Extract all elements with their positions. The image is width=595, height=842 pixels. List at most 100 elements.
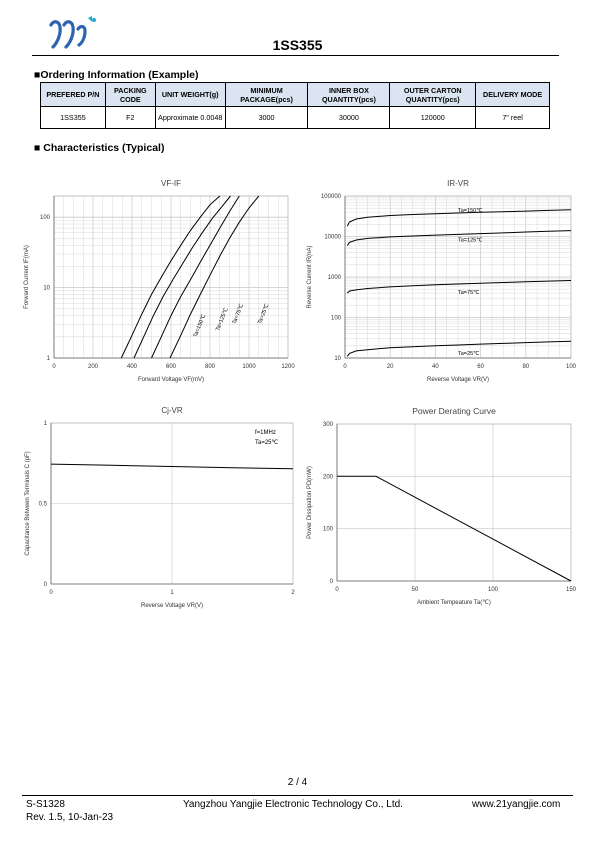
chart-power-derating: Power Derating Curve 0 50 100 150 0 100 200 300 A… xyxy=(300,398,580,613)
cell-outer-carton: 120000 xyxy=(389,106,477,129)
ir-vr-x-tick-label: 0 xyxy=(343,364,347,370)
cj-vr-y-axis-label: Capacitance Between Terminals C (pF) xyxy=(25,451,31,555)
chart-ir-vr-svg: IR-VR 0 20 40 60 80 100 10 100 1000 10000 100000 Rev… xyxy=(307,179,577,383)
chart-power-derating-svg: Power Derating Curve 0 50 100 150 0 100 200 300 A… xyxy=(307,406,577,606)
chart-cj-vr: Cj-VR 0 1 2 0 0.5 1 Reverse Voltage VR(V) Capaci… xyxy=(18,398,298,613)
ir-vr-y-axis-label: Reverse Current IR(nA) xyxy=(307,245,313,308)
cell-delivery-mode: 7" reel xyxy=(475,106,550,129)
cj-vr-annotation-0: f=1MHz xyxy=(255,430,276,436)
cell-unit-weight: Approximate 0.0048 xyxy=(154,106,226,129)
vf-if-title: VF-IF xyxy=(161,179,181,188)
power-derating-y-axis-label: Power Dissipation PD(mW) xyxy=(307,466,313,539)
characteristics-section-title: ■ Characteristics (Typical) xyxy=(34,142,165,154)
power-derating-y-tick-label: 300 xyxy=(323,422,334,428)
ir-vr-series-label-0: Ta=150℃ xyxy=(458,208,483,214)
chart-vf-if-svg: VF-IF 0 200 400 600 800 1000 1200 1 10 100 Forward … xyxy=(24,179,295,383)
ir-vr-series-label-2: Ta=75℃ xyxy=(458,290,480,296)
power-derating-y-tick-label: 200 xyxy=(323,474,334,480)
cj-vr-x-tick-label: 0 xyxy=(49,590,53,596)
ir-vr-y-tick-label: 10 xyxy=(334,356,341,362)
ordering-table: PREFERED P/N PACKING CODE UNIT WEIGHT(g)… xyxy=(40,82,550,129)
vf-if-y-tick-label: 1 xyxy=(47,356,51,362)
footer-divider xyxy=(22,795,573,796)
vf-if-x-tick-label: 200 xyxy=(88,364,99,370)
ir-vr-series-line-2 xyxy=(346,280,572,294)
cj-vr-x-tick-label: 1 xyxy=(170,590,174,596)
cell-min-package: 3000 xyxy=(224,106,309,129)
ordering-section-title: ■Ordering Information (Example) xyxy=(34,69,199,81)
ir-vr-y-tick-label: 10000 xyxy=(324,235,341,241)
cj-vr-annotation-1: Ta=25℃ xyxy=(255,440,279,446)
company-logo xyxy=(48,14,100,50)
vf-if-x-tick-label: 600 xyxy=(166,364,177,370)
ir-vr-series-line-0 xyxy=(346,209,572,227)
ir-vr-y-tick-label: 100000 xyxy=(321,194,342,200)
vf-if-x-tick-label: 1000 xyxy=(242,364,256,370)
cj-vr-y-tick-label: 1 xyxy=(44,421,48,427)
header-cell-delivery-mode: DELIVERY MODE xyxy=(475,82,550,107)
power-derating-x-tick-label: 150 xyxy=(566,587,577,593)
chart-vf-if: VF-IF 0 200 400 600 800 1000 1200 1 10 100 Forward … xyxy=(18,172,298,387)
ir-vr-x-axis-label: Reverse Voltage VR(V) xyxy=(427,377,489,383)
power-derating-title: Power Derating Curve xyxy=(412,406,496,416)
power-derating-series-line-0 xyxy=(337,475,572,582)
ir-vr-series-line-3 xyxy=(346,340,572,357)
cell-pn: 1SS355 xyxy=(40,106,106,129)
ir-vr-x-tick-label: 80 xyxy=(522,364,529,370)
header-cell-unit-weight: UNIT WEIGHT(g) xyxy=(154,82,226,107)
vf-if-y-tick-label: 100 xyxy=(40,215,51,221)
ir-vr-x-tick-label: 20 xyxy=(387,364,394,370)
power-derating-x-tick-label: 50 xyxy=(412,587,419,593)
power-derating-x-tick-label: 100 xyxy=(488,587,499,593)
vf-if-series-line-2 xyxy=(151,195,240,359)
table-header-row: PREFERED P/N PACKING CODE UNIT WEIGHT(g)… xyxy=(40,82,550,107)
vf-if-x-tick-label: 400 xyxy=(127,364,138,370)
vf-if-x-tick-label: 800 xyxy=(205,364,216,370)
cj-vr-x-axis-label: Reverse Voltage VR(V) xyxy=(141,603,203,609)
vf-if-series-line-0 xyxy=(120,195,221,359)
ir-vr-series-label-1: Ta=125℃ xyxy=(458,238,483,244)
ir-vr-x-tick-label: 40 xyxy=(432,364,439,370)
ir-vr-title: IR-VR xyxy=(447,179,469,188)
ir-vr-x-tick-label: 100 xyxy=(566,364,577,370)
cj-vr-y-tick-label: 0 xyxy=(44,582,48,588)
page-number: 2 / 4 xyxy=(287,777,308,788)
power-derating-x-axis-label: Ambient Tempeature Ta(℃) xyxy=(417,600,491,606)
cj-vr-y-tick-label: 0.5 xyxy=(39,502,48,508)
company-website[interactable]: www.21yangjie.com xyxy=(472,799,561,810)
company-name: Yangzhou Yangjie Electronic Technology C… xyxy=(183,799,403,810)
header-cell-min-package: MINIMUM PACKAGE(pcs) xyxy=(224,82,309,107)
power-derating-x-tick-label: 0 xyxy=(335,587,339,593)
page-title: 1SS355 xyxy=(272,37,323,53)
document-number: S-S1328 xyxy=(26,799,65,810)
vf-if-x-axis-label: Forward Voltage VF(mV) xyxy=(138,377,204,383)
vf-if-y-tick-label: 10 xyxy=(43,286,50,292)
vf-if-y-axis-label: Forward Current IF(mA) xyxy=(24,245,30,309)
vf-if-series-line-3 xyxy=(169,195,260,359)
cell-packing-code: F2 xyxy=(104,106,156,129)
revision-info: Rev. 1.5, 10-Jan-23 xyxy=(26,812,114,823)
cj-vr-title: Cj-VR xyxy=(161,406,183,415)
power-derating-y-tick-label: 0 xyxy=(330,579,334,585)
ir-vr-series-label-3: Ta=25℃ xyxy=(458,351,480,357)
power-derating-y-tick-label: 100 xyxy=(323,527,334,533)
header-cell-inner-box: INNER BOX QUANTITY(pcs) xyxy=(307,82,391,107)
table-row: 1SS355 F2 Approximate 0.0048 3000 30000 … xyxy=(40,106,550,129)
cell-inner-box: 30000 xyxy=(307,106,391,129)
cj-vr-series-line-0 xyxy=(50,463,294,470)
power-derating-plot-area xyxy=(336,423,572,582)
header-cell-packing-code: PACKING CODE xyxy=(104,82,156,107)
vf-if-x-tick-label: 1200 xyxy=(281,364,295,370)
header-cell-pn: PREFERED P/N xyxy=(40,82,106,107)
ir-vr-series-line-1 xyxy=(346,230,572,246)
chart-ir-vr: IR-VR 0 20 40 60 80 100 10 100 1000 10000 100000 Rev… xyxy=(300,172,580,387)
vf-if-series-line-1 xyxy=(133,195,231,359)
header-divider xyxy=(32,55,559,56)
vf-if-x-tick-label: 0 xyxy=(52,364,56,370)
ir-vr-y-tick-label: 1000 xyxy=(328,275,342,281)
chart-cj-vr-svg: Cj-VR 0 1 2 0 0.5 1 Reverse Voltage VR(V) Capaci… xyxy=(25,406,295,609)
cj-vr-x-tick-label: 2 xyxy=(291,590,295,596)
header-cell-outer-carton: OUTER CARTON QUANTITY(pcs) xyxy=(389,82,477,107)
ir-vr-y-tick-label: 100 xyxy=(331,316,342,322)
ir-vr-x-tick-label: 60 xyxy=(477,364,484,370)
